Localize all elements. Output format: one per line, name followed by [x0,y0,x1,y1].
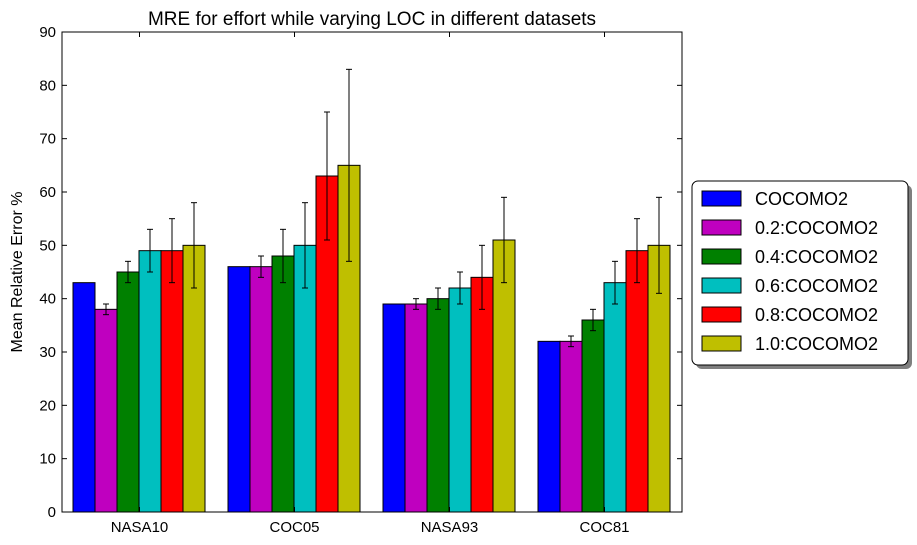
legend-swatch [701,219,742,236]
error-bar-nasa93-series-3 [457,271,463,305]
legend-label: 0.4:COCOMO2 [755,247,878,267]
bar-nasa10-series-1 [94,308,118,513]
y-tick-label: 40 [39,291,56,308]
chart-title: MRE for effort while varying LOC in diff… [148,9,596,30]
bar-coc05-series-2 [271,255,295,513]
bar-nasa93-series-2 [426,298,450,513]
legend-entry-1: 0.2:COCOMO2 [701,218,878,238]
bar-coc81-series-0 [537,340,561,513]
error-bar-nasa10-series-5 [191,202,197,289]
y-tick-label: 0 [48,504,56,521]
legend-swatch [701,190,742,207]
error-bar-nasa93-series-2 [435,287,441,310]
bars-group [72,164,671,513]
bar-nasa10-series-2 [116,271,140,513]
error-bar-nasa10-series-3 [147,228,153,273]
y-tick-label: 90 [39,24,56,41]
x-tick-label-nasa10: NASA10 [111,519,169,536]
error-bar-coc05-series-3 [302,202,308,289]
legend-label: 1.0:COCOMO2 [755,334,878,354]
legend-swatch [701,248,742,265]
legend-label: 0.2:COCOMO2 [755,218,878,238]
error-bar-nasa10-series-2 [125,260,131,284]
error-bar-coc81-series-3 [612,260,618,305]
error-bar-nasa93-series-4 [479,244,485,310]
bar-nasa10-series-0 [72,282,96,513]
legend-swatch [701,277,742,294]
legend: COCOMO2 0.2:COCOMO2 0.4:COCOMO2 0.6:COCOMO2… [691,180,912,369]
legend-box [691,180,909,366]
bar-coc81-series-2 [581,319,605,513]
bar-coc81-series-3 [603,282,627,513]
legend-swatch [701,335,742,352]
error-bar-coc05-series-1 [258,255,264,278]
x-axis: NASA10 COC05 NASA93 COC81 [111,32,630,536]
bar-coc05-series-1 [249,266,273,513]
bar-coc05-series-0 [227,266,251,513]
error-bar-coc05-series-4 [324,111,330,241]
y-tick-label: 30 [39,344,56,361]
legend-label: 0.8:COCOMO2 [755,305,878,325]
y-tick-label: 80 [39,77,56,94]
error-bar-coc05-series-5 [346,68,352,262]
legend-label: COCOMO2 [755,189,848,209]
x-tick-label-coc81: COC81 [579,519,629,536]
bar-nasa10-series-3 [138,250,162,513]
bar-coc81-series-4 [625,250,649,513]
x-tick-label-nasa93: NASA93 [421,519,479,536]
legend-label: 0.6:COCOMO2 [755,276,878,296]
legend-entry-4: 0.8:COCOMO2 [701,305,878,325]
bar-nasa93-series-3 [448,287,472,513]
bar-nasa10-series-4 [160,250,184,513]
bar-coc81-series-1 [559,340,583,513]
legend-entry-2: 0.4:COCOMO2 [701,247,878,267]
bar-nasa93-series-4 [470,276,494,513]
plot-frame [61,31,683,513]
error-bars-group [103,68,662,348]
y-tick-label: 60 [39,184,56,201]
y-axis-label: Mean Relative Error % [9,192,26,353]
y-tick-label: 20 [39,397,56,414]
error-bar-coc81-series-4 [634,218,640,284]
x-tick-label-coc05: COC05 [269,519,319,536]
legend-swatch [701,306,742,323]
error-bar-nasa10-series-1 [103,303,109,316]
error-bar-nasa10-series-4 [169,218,175,284]
error-bar-coc05-series-2 [280,228,286,284]
error-bar-coc81-series-1 [568,335,574,348]
bar-nasa93-series-0 [382,303,406,513]
error-bar-coc81-series-5 [656,196,662,294]
y-tick-label: 10 [39,451,56,468]
legend-entry-0: COCOMO2 [701,189,848,209]
y-tick-label: 70 [39,131,56,148]
error-bar-coc81-series-2 [590,308,596,332]
y-axis: 0 10 20 30 40 50 60 70 80 90 [39,24,682,521]
legend-entry-3: 0.6:COCOMO2 [701,276,878,296]
bar-nasa93-series-1 [404,303,428,513]
error-bar-nasa93-series-1 [413,298,419,310]
error-bar-nasa93-series-5 [501,196,507,284]
legend-entry-5: 1.0:COCOMO2 [701,334,878,354]
y-tick-label: 50 [39,237,56,254]
